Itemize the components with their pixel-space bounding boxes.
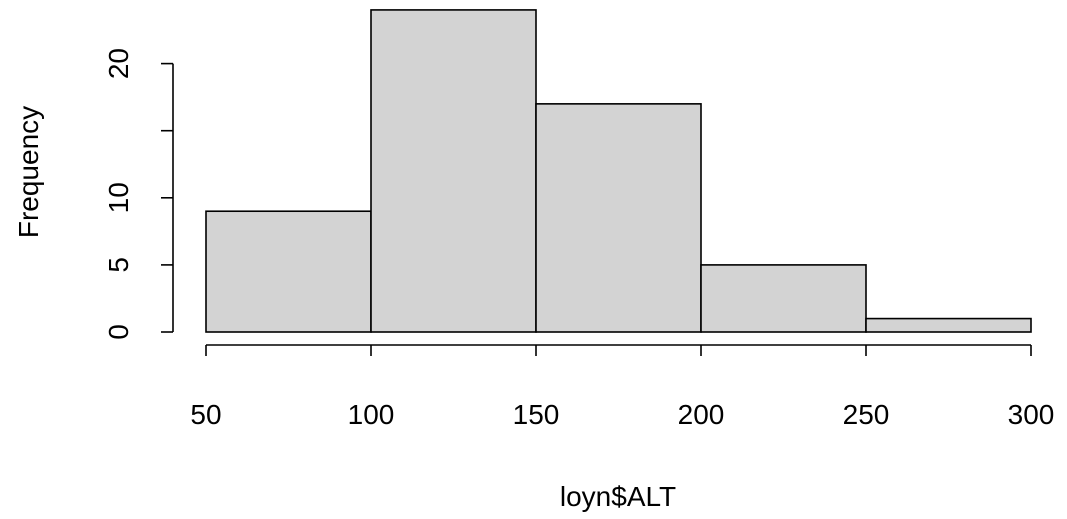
x-tick-label-100: 100 bbox=[348, 399, 395, 430]
histogram-bar-200-250 bbox=[700, 264, 867, 333]
y-tick-label-20: 20 bbox=[103, 48, 134, 79]
x-tick-label-50: 50 bbox=[190, 399, 221, 430]
y-tick-label-10: 10 bbox=[103, 182, 134, 213]
histogram-bar-250-300 bbox=[865, 317, 1032, 333]
x-axis: 50 100 150 200 250 300 bbox=[190, 344, 1055, 430]
y-tick-label-5: 5 bbox=[103, 257, 134, 273]
x-tick-label-150: 150 bbox=[513, 399, 560, 430]
y-axis-label: Frequency bbox=[13, 106, 44, 238]
histogram-bar-150-200 bbox=[535, 103, 702, 333]
histogram-bar-100-150 bbox=[370, 9, 537, 333]
x-tick-label-250: 250 bbox=[843, 399, 890, 430]
y-tick-label-0: 0 bbox=[103, 324, 134, 340]
y-axis: 0 5 10 20 bbox=[103, 48, 174, 340]
x-tick-label-200: 200 bbox=[678, 399, 725, 430]
x-tick-label-300: 300 bbox=[1008, 399, 1055, 430]
histogram-bars bbox=[205, 9, 1032, 333]
x-axis-label: loyn$ALT bbox=[560, 481, 676, 512]
histogram-bar-50-100 bbox=[205, 210, 372, 333]
